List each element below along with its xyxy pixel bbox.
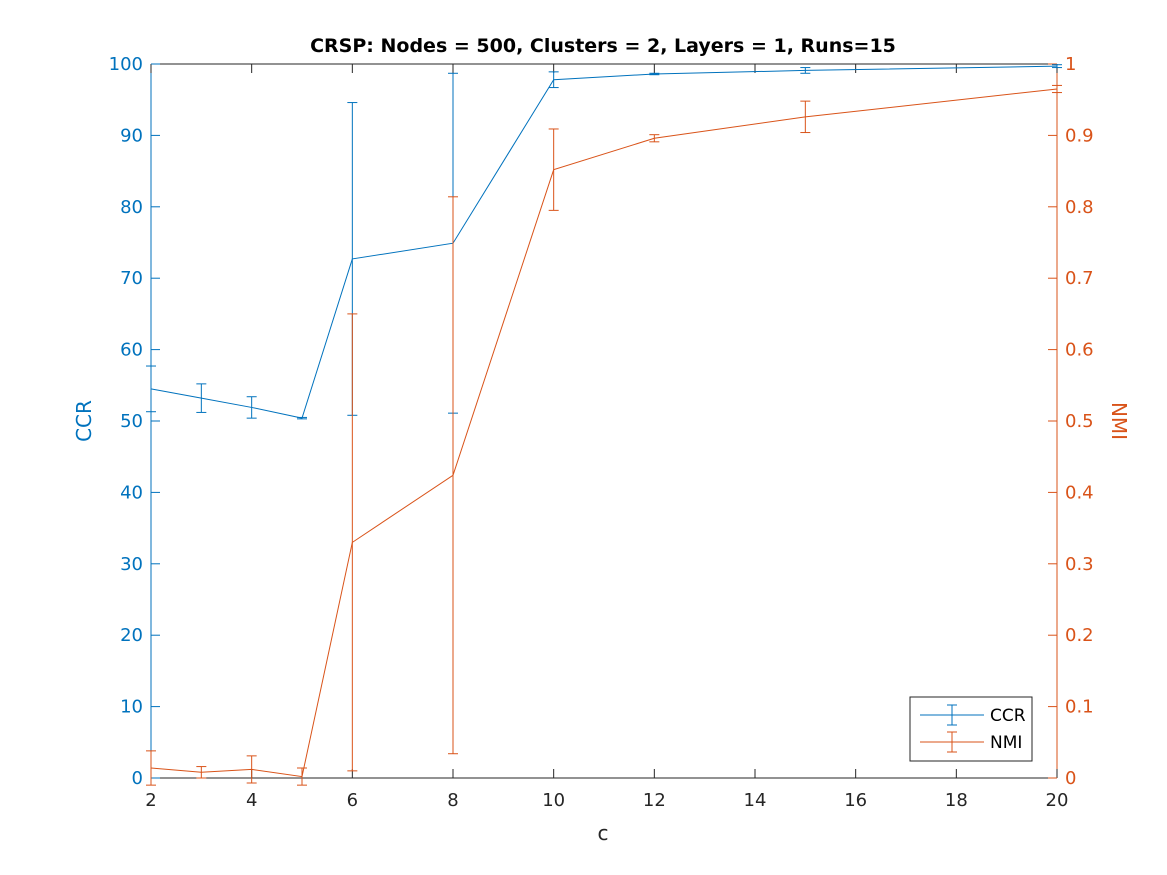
y-left-tick-label: 30 [120,554,143,575]
legend-label-nmi: NMI [990,733,1022,753]
x-tick-label: 10 [542,790,565,811]
y-left-tick-label: 10 [120,697,143,718]
x-tick-label: 20 [1046,790,1069,811]
y-right-tick-label: 0.6 [1065,340,1094,361]
x-tick-label: 18 [945,790,968,811]
y-axis-left-label: CCR [72,400,96,442]
y-right-tick-label: 0.5 [1065,411,1094,432]
y-right-tick-label: 0.9 [1065,125,1094,146]
y-left-tick-label: 50 [120,411,143,432]
x-axis-label: c [598,821,609,845]
y-right-tick-label: 0.8 [1065,197,1094,218]
ccr-series-line [150,65,1058,419]
y-left-tick-label: 90 [120,125,143,146]
x-tick-label: 2 [145,790,156,811]
x-tick-label: 16 [844,790,867,811]
y-right-tick-label: 0.2 [1065,625,1094,646]
x-tick-label: 8 [447,790,458,811]
x-tick-label: 4 [246,790,257,811]
legend-box [909,696,1033,762]
y-left-tick-label: 70 [120,268,143,289]
y-left-tick-label: 100 [109,54,143,75]
nmi-series-line [150,88,1058,778]
x-tick-label: 6 [347,790,358,811]
y-right-tick-label: 0.1 [1065,697,1094,718]
chart-title: CRSP: Nodes = 500, Clusters = 2, Layers … [310,35,896,57]
y-right-tick-label: 0.7 [1065,268,1094,289]
y-left-tick-label: 60 [120,340,143,361]
y-right-tick-label: 1 [1065,54,1076,75]
y-left-tick-label: 80 [120,197,143,218]
y-left-tick-label: 0 [132,768,143,789]
legend-label-ccr: CCR [990,706,1026,726]
x-tick-label: 12 [643,790,666,811]
y-right-tick-label: 0.4 [1065,482,1094,503]
y-right-tick-label: 0 [1065,768,1076,789]
plot-area: 2 4 6 8 10 12 14 16 18 20010203040506070809010000… [109,54,1094,811]
y-left-tick-label: 40 [120,482,143,503]
y-right-tick-label: 0.3 [1065,554,1094,575]
x-tick-label: 14 [744,790,767,811]
y-left-tick-label: 20 [120,625,143,646]
y-axis-right-label: NMI [1107,402,1131,440]
